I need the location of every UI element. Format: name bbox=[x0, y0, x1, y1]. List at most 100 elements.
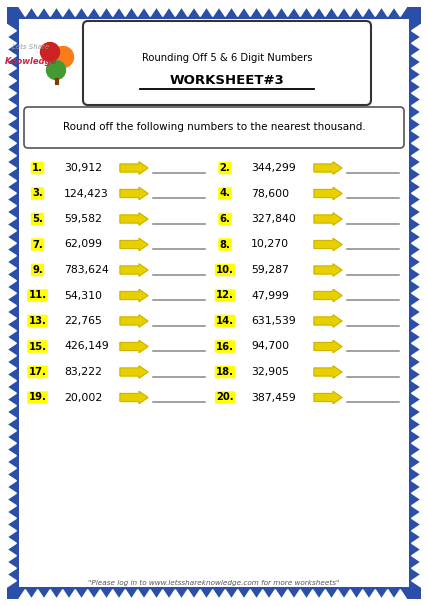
Text: 18.: 18. bbox=[216, 367, 234, 377]
FancyBboxPatch shape bbox=[24, 107, 404, 148]
Polygon shape bbox=[107, 590, 119, 599]
Polygon shape bbox=[81, 7, 94, 16]
Polygon shape bbox=[7, 312, 16, 324]
Polygon shape bbox=[7, 50, 16, 62]
Polygon shape bbox=[269, 7, 282, 16]
Polygon shape bbox=[332, 590, 344, 599]
Polygon shape bbox=[412, 462, 421, 474]
Polygon shape bbox=[7, 387, 16, 399]
Polygon shape bbox=[256, 590, 269, 599]
Circle shape bbox=[47, 61, 65, 79]
Polygon shape bbox=[7, 287, 16, 299]
Text: 17.: 17. bbox=[29, 367, 46, 377]
Polygon shape bbox=[7, 550, 16, 562]
Circle shape bbox=[41, 42, 59, 61]
Polygon shape bbox=[244, 590, 256, 599]
Polygon shape bbox=[412, 50, 421, 62]
Polygon shape bbox=[7, 212, 16, 224]
Text: 59,582: 59,582 bbox=[64, 214, 102, 224]
Polygon shape bbox=[7, 399, 16, 412]
Polygon shape bbox=[412, 262, 421, 275]
Polygon shape bbox=[7, 350, 16, 362]
Polygon shape bbox=[412, 412, 421, 424]
Polygon shape bbox=[120, 187, 148, 200]
Polygon shape bbox=[412, 324, 421, 337]
Polygon shape bbox=[412, 99, 421, 112]
Polygon shape bbox=[412, 75, 421, 87]
Polygon shape bbox=[107, 7, 119, 16]
Polygon shape bbox=[381, 7, 394, 16]
Text: 8.: 8. bbox=[220, 239, 230, 250]
Polygon shape bbox=[332, 7, 344, 16]
Polygon shape bbox=[314, 366, 342, 378]
Polygon shape bbox=[7, 150, 16, 162]
Polygon shape bbox=[157, 590, 169, 599]
Polygon shape bbox=[7, 112, 16, 124]
Polygon shape bbox=[120, 391, 148, 404]
Polygon shape bbox=[412, 337, 421, 350]
Polygon shape bbox=[7, 75, 16, 87]
Polygon shape bbox=[314, 162, 342, 174]
Polygon shape bbox=[314, 391, 342, 404]
Polygon shape bbox=[7, 337, 16, 350]
Polygon shape bbox=[232, 7, 244, 16]
Polygon shape bbox=[314, 264, 342, 276]
Polygon shape bbox=[7, 375, 16, 387]
Polygon shape bbox=[7, 237, 16, 250]
Polygon shape bbox=[7, 299, 16, 312]
Text: 13.: 13. bbox=[29, 316, 46, 326]
Polygon shape bbox=[412, 212, 421, 224]
Polygon shape bbox=[7, 512, 16, 525]
Text: 7.: 7. bbox=[32, 239, 43, 250]
Polygon shape bbox=[120, 366, 148, 378]
Polygon shape bbox=[7, 250, 16, 262]
Polygon shape bbox=[412, 275, 421, 287]
Polygon shape bbox=[412, 437, 421, 450]
Polygon shape bbox=[314, 315, 342, 327]
Polygon shape bbox=[412, 162, 421, 175]
Text: WORKSHEET#3: WORKSHEET#3 bbox=[169, 73, 284, 87]
Polygon shape bbox=[7, 87, 16, 99]
Polygon shape bbox=[244, 7, 256, 16]
Polygon shape bbox=[7, 537, 16, 550]
Polygon shape bbox=[412, 387, 421, 399]
Text: "Please log in to www.letsshareknowledge.com for more worksheets": "Please log in to www.letsshareknowledge… bbox=[88, 580, 340, 586]
Polygon shape bbox=[7, 450, 16, 462]
Polygon shape bbox=[412, 562, 421, 574]
Circle shape bbox=[53, 47, 74, 67]
Text: 47,999: 47,999 bbox=[251, 290, 289, 301]
Polygon shape bbox=[412, 187, 421, 199]
Text: 426,149: 426,149 bbox=[64, 342, 109, 351]
FancyBboxPatch shape bbox=[83, 21, 371, 105]
Text: 344,299: 344,299 bbox=[251, 163, 296, 173]
Polygon shape bbox=[7, 187, 16, 199]
Text: 387,459: 387,459 bbox=[251, 393, 296, 402]
Polygon shape bbox=[412, 537, 421, 550]
Polygon shape bbox=[119, 7, 131, 16]
Polygon shape bbox=[120, 264, 148, 276]
Polygon shape bbox=[7, 437, 16, 450]
Polygon shape bbox=[119, 590, 131, 599]
Polygon shape bbox=[412, 450, 421, 462]
Polygon shape bbox=[7, 525, 16, 537]
Polygon shape bbox=[120, 289, 148, 302]
Polygon shape bbox=[7, 137, 16, 150]
Polygon shape bbox=[412, 24, 421, 37]
Polygon shape bbox=[381, 590, 394, 599]
Polygon shape bbox=[7, 62, 16, 75]
Polygon shape bbox=[7, 499, 16, 512]
Polygon shape bbox=[7, 275, 16, 287]
Text: 124,423: 124,423 bbox=[64, 188, 109, 199]
Text: 5.: 5. bbox=[32, 214, 43, 224]
Polygon shape bbox=[412, 424, 421, 437]
Polygon shape bbox=[69, 590, 81, 599]
Polygon shape bbox=[56, 590, 69, 599]
Polygon shape bbox=[232, 590, 244, 599]
Text: 20,002: 20,002 bbox=[64, 393, 102, 402]
Polygon shape bbox=[412, 375, 421, 387]
Polygon shape bbox=[144, 7, 157, 16]
Polygon shape bbox=[412, 124, 421, 137]
Polygon shape bbox=[120, 341, 148, 353]
Polygon shape bbox=[412, 199, 421, 212]
Polygon shape bbox=[19, 7, 32, 16]
